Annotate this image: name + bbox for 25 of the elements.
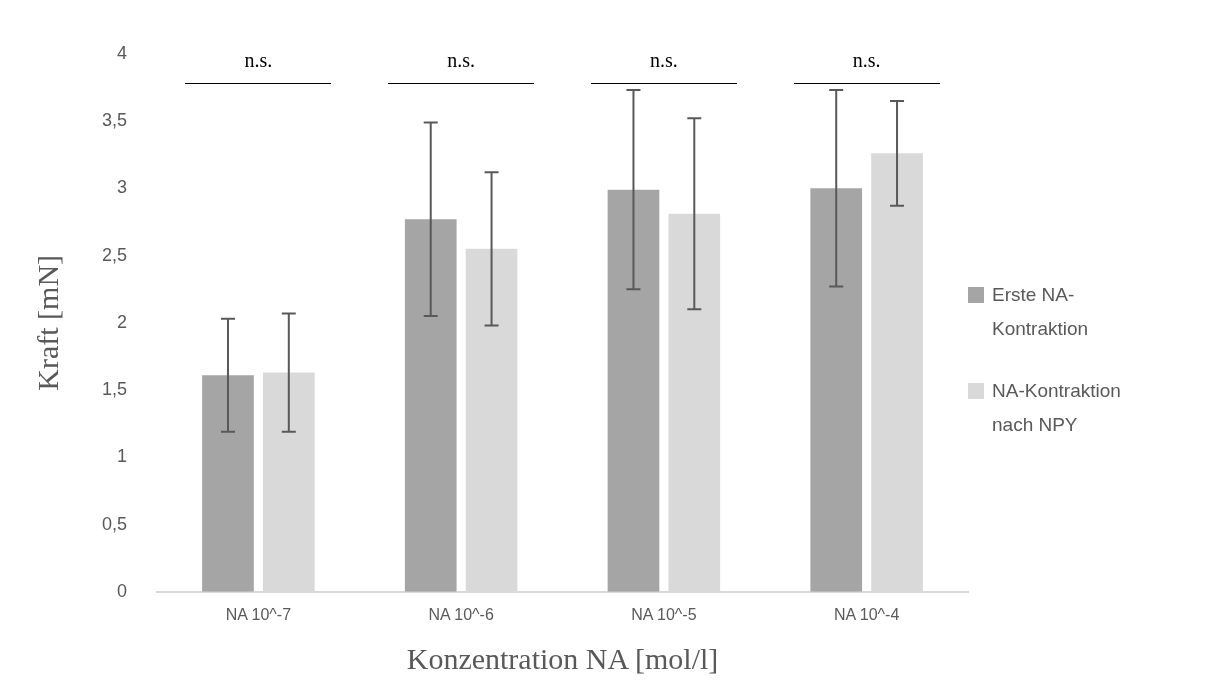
bar	[810, 188, 863, 592]
x-axis-title: Konzentration NA [mol/l]	[406, 641, 719, 675]
annotation: n.s.	[244, 49, 273, 72]
bar	[607, 189, 660, 592]
x-tick-label: NA 10^-7	[225, 605, 292, 623]
bar	[202, 375, 254, 592]
legend-label: Erste NA-Kontraktion	[992, 283, 1090, 341]
y-tick-label: 3	[117, 177, 128, 198]
annotation: n.s.	[649, 49, 678, 72]
y-tick-label: 3,5	[101, 110, 128, 131]
annotation: n.s.	[447, 49, 476, 72]
y-tick-label: 2	[117, 311, 128, 332]
annotation: n.s.	[852, 49, 881, 72]
y-tick-label: 2,5	[101, 244, 128, 265]
y-tick-label: 1	[117, 446, 128, 467]
legend-label: NA-Kontraktion nach NPY	[992, 379, 1122, 437]
bar	[404, 219, 457, 592]
x-tick-label: NA 10^-4	[833, 605, 900, 623]
y-tick-label: 1,5	[101, 379, 128, 400]
y-tick-label: 4	[117, 42, 128, 63]
x-tick-label: NA 10^-5	[631, 605, 697, 623]
x-tick-label: NA 10^-6	[428, 605, 494, 623]
y-tick-label: 0,5	[101, 513, 128, 534]
y-tick-label: 0	[117, 580, 128, 601]
y-axis-title: Kraft [mN]	[30, 254, 64, 391]
